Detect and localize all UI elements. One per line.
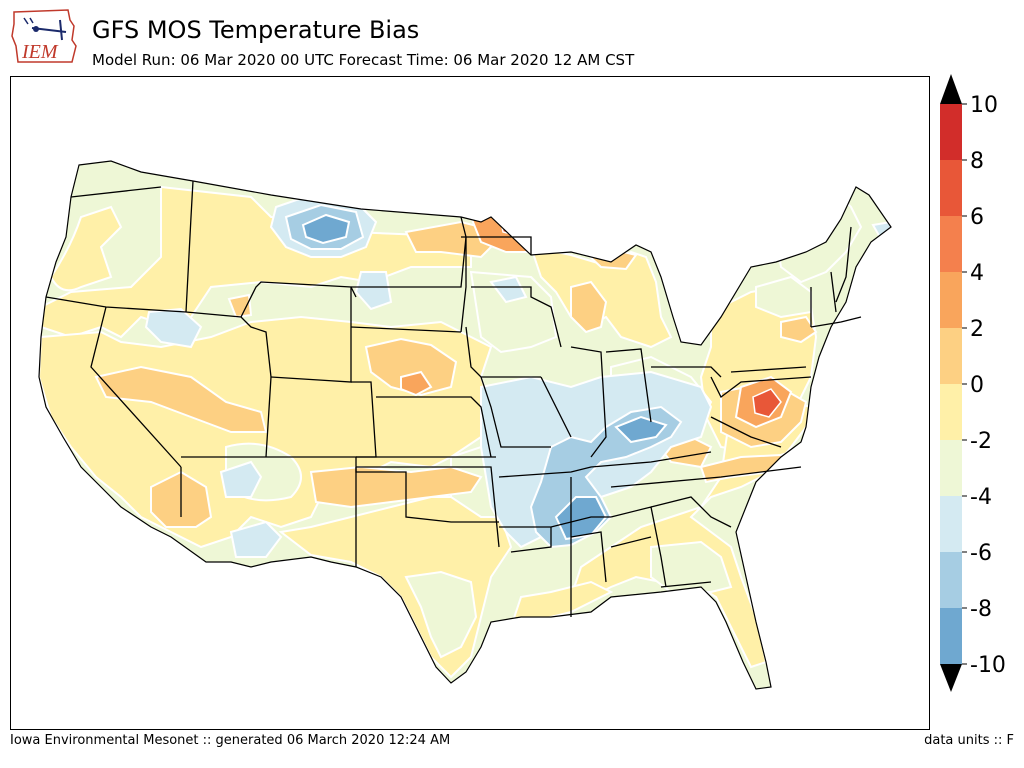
chart-title: GFS MOS Temperature Bias xyxy=(92,16,420,44)
chart-subtitle: Model Run: 06 Mar 2020 00 UTC Forecast T… xyxy=(92,51,635,69)
colorbar-tick-label: 8 xyxy=(970,149,984,174)
colorbar-bin xyxy=(940,328,962,385)
colorbar-extend-max xyxy=(940,74,962,104)
colorbar-tick-label: -6 xyxy=(970,541,992,566)
colorbar-bin xyxy=(940,216,962,273)
bias-contours xyxy=(39,180,891,679)
iem-logo: IEM xyxy=(10,6,78,66)
colorbar-tick-label: -2 xyxy=(970,429,992,454)
colorbar-bin xyxy=(940,104,962,161)
colorbar-bin xyxy=(940,272,962,329)
colorbar-bin xyxy=(940,608,962,665)
colorbar-bin xyxy=(940,440,962,497)
footer-units: data units :: F xyxy=(924,733,1014,748)
colorbar-tick-label: -8 xyxy=(970,597,992,622)
colorbar-tick-label: 4 xyxy=(970,261,984,286)
colorbar-extend-min xyxy=(940,664,962,692)
colorbar-bin xyxy=(940,160,962,217)
colorbar-bin xyxy=(940,384,962,441)
map-panel xyxy=(10,76,930,730)
colorbar-tick-label: 10 xyxy=(970,93,998,118)
bias-neg8-to-neg6 xyxy=(301,213,668,541)
footer-credit: Iowa Environmental Mesonet :: generated … xyxy=(10,733,451,748)
colorbar: 10 8 6 4 2 0 -2 -4 -6 -8 -10 xyxy=(936,74,1024,694)
colorbar-tick-label: 0 xyxy=(970,373,984,398)
colorbar-bin xyxy=(940,552,962,609)
colorbar-bin xyxy=(940,496,962,553)
colorbar-tick-label: -4 xyxy=(970,485,992,510)
colorbar-tick-label: 6 xyxy=(970,205,984,230)
logo-text: IEM xyxy=(21,41,59,63)
colorbar-tick-label: 2 xyxy=(970,317,984,342)
colorbar-tick-label: -10 xyxy=(970,653,1006,678)
state-boundaries xyxy=(45,180,862,617)
temperature-bias-map xyxy=(38,160,892,690)
